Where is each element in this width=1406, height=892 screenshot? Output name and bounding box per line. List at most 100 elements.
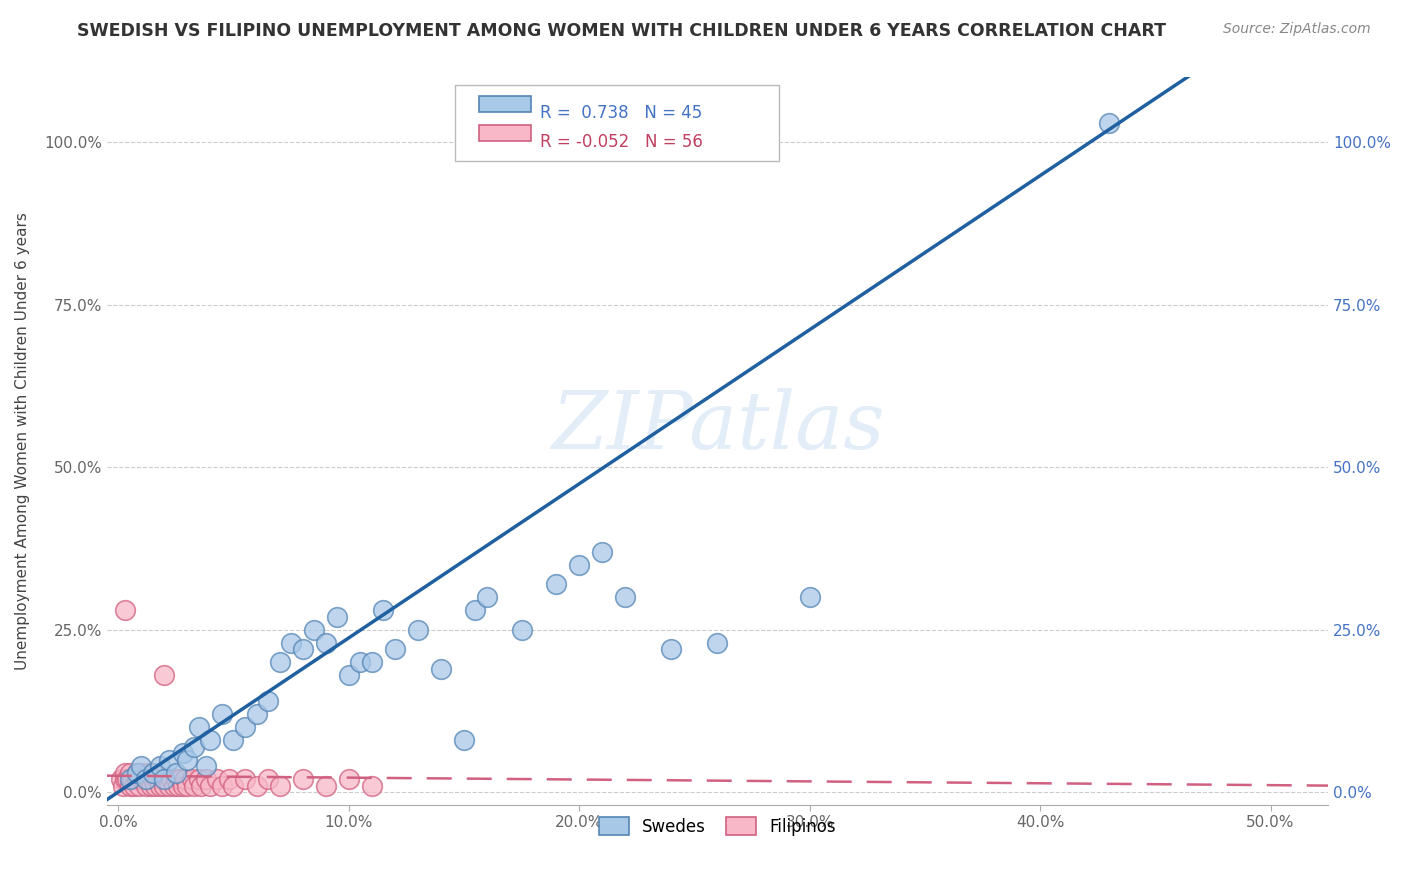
Point	[280, 635, 302, 649]
FancyBboxPatch shape	[456, 85, 779, 161]
Point	[172, 746, 194, 760]
Point	[1098, 116, 1121, 130]
Point	[326, 609, 349, 624]
Point	[136, 765, 159, 780]
Point	[111, 779, 134, 793]
Point	[475, 590, 498, 604]
Point	[157, 779, 180, 793]
Point	[222, 733, 245, 747]
Point	[453, 733, 475, 747]
Point	[131, 765, 153, 780]
Point	[337, 772, 360, 786]
Point	[135, 772, 157, 786]
Point	[176, 752, 198, 766]
Point	[464, 603, 486, 617]
Point	[135, 779, 157, 793]
Point	[207, 772, 229, 786]
Point	[315, 779, 337, 793]
Point	[149, 779, 172, 793]
Point	[187, 772, 209, 786]
Point	[659, 642, 682, 657]
Point	[128, 779, 150, 793]
Point	[546, 577, 568, 591]
Point	[118, 779, 141, 793]
Point	[190, 779, 212, 793]
Point	[114, 765, 136, 780]
Point	[222, 779, 245, 793]
Point	[245, 779, 267, 793]
Point	[172, 779, 194, 793]
Point	[218, 772, 240, 786]
Point	[153, 772, 176, 786]
Point	[131, 772, 153, 786]
Point	[176, 779, 198, 793]
Point	[211, 779, 233, 793]
Point	[125, 765, 148, 780]
Point	[291, 772, 314, 786]
Point	[160, 772, 183, 786]
Text: ZIPatlas: ZIPatlas	[551, 388, 884, 466]
Point	[183, 739, 205, 754]
Point	[269, 779, 291, 793]
Point	[153, 668, 176, 682]
Point	[614, 590, 637, 604]
Point	[125, 765, 148, 780]
Point	[114, 603, 136, 617]
Point	[291, 642, 314, 657]
Point	[430, 662, 453, 676]
Point	[118, 772, 141, 786]
Point	[183, 779, 205, 793]
Point	[194, 759, 217, 773]
Point	[139, 779, 162, 793]
Point	[142, 772, 165, 786]
Point	[245, 707, 267, 722]
Point	[360, 655, 382, 669]
Point	[157, 752, 180, 766]
Point	[302, 623, 325, 637]
Text: R =  0.738   N = 45: R = 0.738 N = 45	[540, 104, 703, 122]
Point	[143, 779, 166, 793]
Point	[187, 720, 209, 734]
Point	[169, 772, 191, 786]
Point	[233, 772, 256, 786]
Point	[233, 720, 256, 734]
Point	[194, 772, 217, 786]
Point	[200, 779, 222, 793]
Point	[149, 759, 172, 773]
Text: SWEDISH VS FILIPINO UNEMPLOYMENT AMONG WOMEN WITH CHILDREN UNDER 6 YEARS CORRELA: SWEDISH VS FILIPINO UNEMPLOYMENT AMONG W…	[77, 22, 1167, 40]
Point	[181, 772, 204, 786]
Point	[167, 779, 190, 793]
Point	[315, 635, 337, 649]
Point	[131, 759, 153, 773]
Point	[114, 772, 136, 786]
FancyBboxPatch shape	[479, 96, 530, 112]
Point	[373, 603, 395, 617]
Point	[142, 765, 165, 780]
Point	[117, 772, 139, 786]
Point	[165, 772, 187, 786]
Point	[568, 558, 591, 572]
Point	[142, 765, 165, 780]
Point	[591, 544, 613, 558]
Point	[156, 772, 179, 786]
Point	[146, 772, 169, 786]
Point	[360, 779, 382, 793]
Text: Source: ZipAtlas.com: Source: ZipAtlas.com	[1223, 22, 1371, 37]
Point	[174, 772, 197, 786]
Point	[118, 765, 141, 780]
Point	[165, 765, 187, 780]
Text: R = -0.052   N = 56: R = -0.052 N = 56	[540, 134, 703, 152]
Point	[257, 694, 280, 708]
Point	[150, 772, 173, 786]
Point	[200, 733, 222, 747]
Point	[110, 772, 132, 786]
FancyBboxPatch shape	[479, 126, 530, 142]
Point	[510, 623, 533, 637]
Point	[124, 779, 146, 793]
Point	[162, 779, 184, 793]
Point	[125, 772, 148, 786]
Legend: Swedes, Filipinos: Swedes, Filipinos	[591, 809, 845, 844]
Point	[153, 779, 176, 793]
Point	[121, 772, 143, 786]
Y-axis label: Unemployment Among Women with Children Under 6 years: Unemployment Among Women with Children U…	[15, 212, 30, 670]
